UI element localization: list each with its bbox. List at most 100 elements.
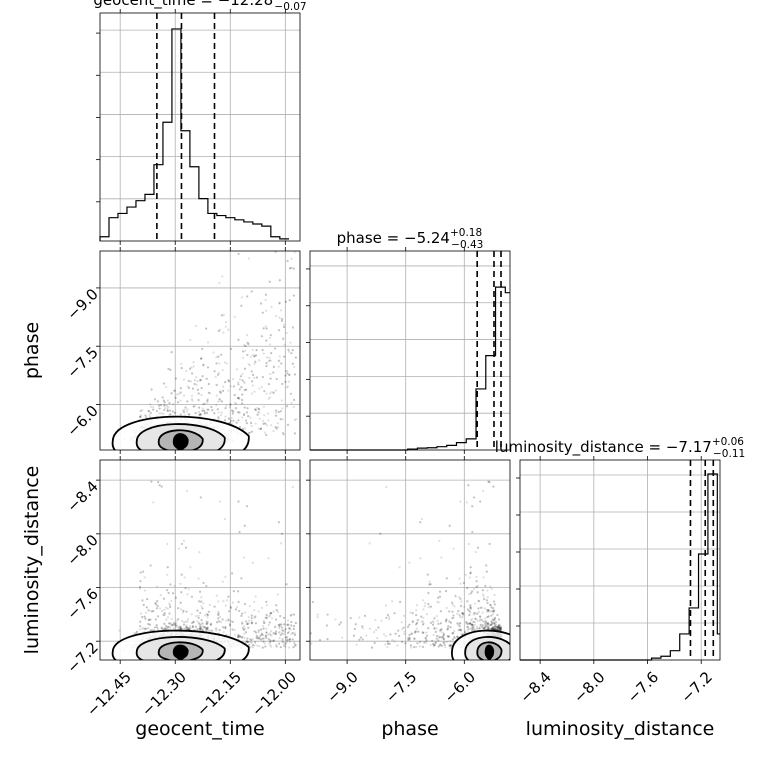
sample-point — [272, 610, 275, 613]
sample-point — [291, 362, 294, 365]
sample-point — [254, 595, 257, 598]
sample-point — [170, 350, 173, 354]
sample-point — [222, 599, 225, 603]
sample-point — [229, 605, 232, 608]
sample-point — [198, 551, 201, 554]
sample-point — [148, 623, 151, 626]
sample-point — [157, 404, 161, 407]
sample-point — [162, 412, 165, 415]
sample-point — [200, 357, 203, 360]
sample-point — [143, 576, 146, 579]
sample-point — [158, 407, 161, 410]
sample-point — [205, 327, 208, 330]
sample-point — [282, 433, 285, 436]
sample-point — [186, 618, 190, 621]
sample-point — [149, 405, 153, 409]
sample-point — [201, 347, 204, 350]
sample-point — [199, 413, 202, 416]
sample-point — [293, 644, 297, 647]
sample-point — [254, 360, 257, 363]
sample-point — [193, 382, 196, 386]
sample-point — [218, 397, 221, 401]
sample-point — [263, 642, 266, 645]
sample-point — [292, 646, 295, 649]
sample-point — [233, 393, 236, 397]
sample-point — [227, 618, 230, 621]
sample-point — [203, 412, 206, 415]
sample-point — [251, 561, 254, 564]
sample-point — [228, 421, 232, 425]
sample-point — [170, 392, 173, 395]
sample-point — [143, 589, 147, 592]
sample-point — [254, 360, 257, 363]
sample-point — [217, 373, 220, 376]
sample-point — [227, 379, 230, 382]
sample-point — [255, 376, 258, 379]
sample-point — [246, 341, 249, 344]
sample-point — [293, 432, 297, 435]
sample-point — [195, 375, 198, 379]
sample-point — [161, 396, 164, 399]
sample-point — [261, 375, 264, 379]
sample-point — [288, 350, 291, 353]
sample-point — [292, 645, 295, 649]
sample-point — [255, 349, 258, 352]
sample-point — [268, 356, 271, 360]
sample-point — [202, 403, 205, 406]
sample-point — [290, 266, 293, 269]
sample-point — [241, 350, 245, 353]
sample-point — [229, 403, 232, 406]
sample-point — [213, 605, 216, 608]
sample-point — [170, 618, 173, 621]
sample-point — [257, 407, 260, 411]
sample-point — [179, 387, 182, 390]
sample-point — [244, 344, 247, 348]
sample-point — [236, 396, 240, 400]
sample-point — [270, 424, 273, 427]
sample-point — [290, 352, 293, 355]
sample-point — [169, 622, 172, 625]
sample-point — [274, 251, 277, 253]
sample-point — [250, 424, 253, 428]
sample-point — [265, 327, 268, 330]
sample-point — [150, 388, 153, 391]
sample-point — [272, 430, 275, 433]
sample-point — [174, 411, 177, 414]
sample-point — [118, 629, 121, 632]
sample-point — [216, 408, 219, 411]
sample-point — [196, 388, 200, 391]
sample-point — [201, 375, 204, 378]
sample-point — [246, 295, 249, 298]
sample-point — [275, 618, 278, 622]
sample-point — [231, 377, 235, 381]
sample-point — [149, 564, 152, 567]
sample-point — [211, 409, 214, 412]
sample-point — [195, 615, 198, 618]
sample-point — [241, 636, 244, 639]
sample-point — [184, 406, 187, 409]
sample-point — [276, 422, 279, 425]
sample-point — [225, 362, 229, 365]
sample-point — [284, 645, 287, 648]
sample-point — [243, 367, 247, 370]
sample-point — [139, 409, 142, 413]
sample-point — [179, 413, 182, 416]
sample-point — [281, 432, 285, 435]
sample-point — [176, 401, 180, 404]
sample-point — [243, 524, 246, 527]
sample-point — [156, 615, 160, 618]
sample-point — [187, 386, 191, 389]
sample-point — [254, 422, 257, 425]
sample-point — [143, 627, 147, 631]
sample-point — [292, 267, 295, 270]
sample-point — [228, 622, 231, 626]
sample-point — [289, 341, 292, 344]
sample-point — [245, 411, 249, 414]
sample-point — [170, 392, 173, 395]
sample-point — [268, 280, 271, 283]
sample-point — [147, 410, 150, 413]
sample-point — [220, 353, 223, 356]
sample-point — [175, 393, 179, 396]
sample-point — [156, 400, 159, 403]
